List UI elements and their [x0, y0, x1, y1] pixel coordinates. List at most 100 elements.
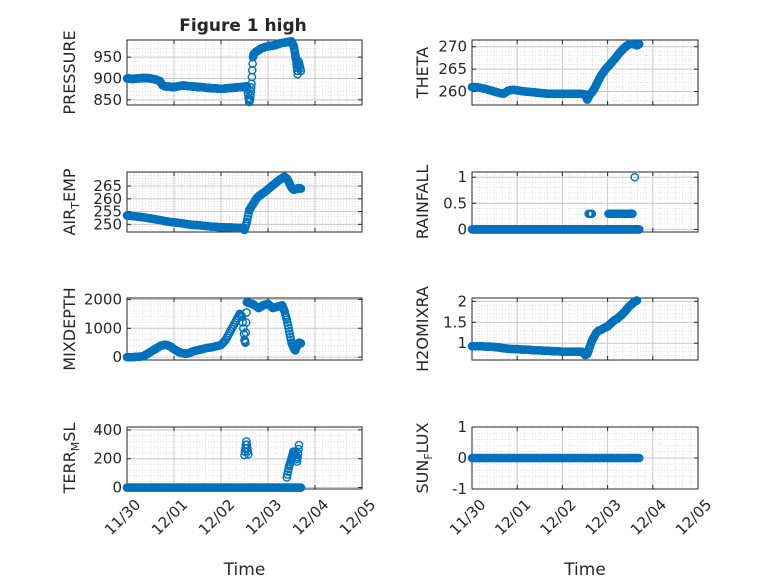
axes-box: [471, 297, 699, 361]
y-tick-label: 950: [93, 48, 122, 66]
y-tick-label: 1: [457, 168, 467, 186]
axes-box: [126, 39, 363, 106]
y-tick-label: 1.5: [443, 313, 467, 331]
scatter-series: [467, 172, 644, 234]
data-point-interp: [243, 446, 253, 456]
scatter-series: [122, 36, 306, 107]
data-point: [630, 172, 640, 182]
axes-box: [471, 39, 699, 106]
y-tick-label: 1000: [84, 319, 122, 337]
y-tick-label: 265: [93, 177, 122, 195]
data-point-interp: [241, 328, 251, 337]
x-tick-label: 12/01: [491, 496, 534, 539]
data-point-interp: [290, 48, 300, 58]
data-point: [294, 440, 304, 450]
subplot-bottom-right: -1 0 1 SUNFLUX 11/30 12/01 12/02 12/03 12/04 12/0…: [413, 418, 715, 580]
x-tick-label: 12/03: [242, 496, 285, 539]
data-point-interp: [224, 329, 234, 338]
data-point-interp: [240, 337, 250, 347]
x-tick-label: 12/03: [582, 496, 625, 539]
data-point-interp: [633, 453, 643, 463]
data-point-interp: [229, 320, 239, 329]
data-point-interp: [293, 449, 303, 458]
data-point-interp: [241, 219, 251, 229]
x-tick-label: 12/02: [536, 496, 579, 539]
y-tick-label: 1: [457, 418, 467, 436]
data-point-interp: [586, 209, 596, 219]
data-point-interp: [238, 318, 248, 327]
y-tick-label: 0.5: [443, 194, 467, 212]
data-point-interp: [288, 40, 298, 50]
x-axis-label: Time: [223, 560, 266, 580]
data-point-interp: [296, 338, 305, 348]
y-tick-label: 850: [93, 91, 122, 109]
y-tick-label: 2: [457, 292, 467, 310]
y-tick-label: 200: [93, 450, 122, 468]
figure-title: Figure 1 high: [179, 16, 307, 36]
scatter-series: [467, 39, 644, 104]
y-axis-label: H2OMIXRA: [413, 286, 432, 372]
data-point-interp: [251, 302, 261, 311]
y-tick-label: 255: [93, 203, 122, 221]
x-tick-label: 12/05: [336, 496, 379, 539]
data-point-interp: [294, 444, 303, 454]
subplot-second-right: 0 0.5 1 RAINFALL: [413, 165, 699, 240]
y-axis-label: THETA: [413, 47, 432, 99]
y-tick-label: 900: [93, 69, 122, 87]
subplot-third-right: 1 1.5 2 H2OMIXRA: [413, 286, 699, 372]
axes-box: [126, 297, 363, 361]
y-tick-label: 2000: [84, 290, 122, 308]
x-tick-label: 12/05: [672, 496, 715, 539]
x-tick-label: 12/04: [289, 496, 332, 539]
y-tick-label: 0: [457, 449, 467, 467]
data-point-interp: [634, 40, 643, 49]
x-tick-label: 11/30: [446, 496, 489, 539]
y-tick-label: 260: [438, 83, 467, 101]
data-point-interp: [286, 335, 296, 345]
scatter-series: [122, 172, 306, 235]
data-point-interp: [634, 225, 643, 234]
x-tick-label: 12/04: [627, 496, 670, 539]
x-axis-label: Time: [563, 560, 606, 580]
data-point-interp: [241, 318, 251, 327]
data-point-interp: [284, 323, 293, 333]
data-point-interp: [627, 209, 637, 219]
data-point-interp: [243, 443, 252, 453]
y-tick-label: 250: [93, 215, 122, 233]
data-point-interp: [217, 339, 227, 349]
subplot-third-left: 0 1000 2000 MIXDEPTH: [60, 287, 363, 371]
y-tick-label: -1: [452, 480, 467, 498]
scatter-series: [467, 453, 644, 463]
y-tick-label: 0: [112, 479, 122, 497]
y-axis-label: AIRTEMP: [60, 168, 82, 235]
data-point-interp: [241, 81, 251, 91]
y-axis-label: SUNFLUX: [413, 422, 435, 493]
subplot-top-right: 260 265 270 THETA: [413, 38, 699, 106]
y-axis-label: RAINFALL: [413, 165, 432, 240]
data-point-interp: [245, 95, 255, 105]
y-tick-label: 0: [112, 348, 122, 366]
scatter-series: [122, 298, 306, 362]
scatter-series: [467, 296, 642, 360]
subplot-top-left: 850 900 950 PRESSURE: [60, 30, 363, 115]
y-tick-label: 1: [457, 334, 467, 352]
data-point-interp: [246, 87, 256, 96]
y-axis-label: PRESSURE: [60, 30, 79, 114]
data-point-interp: [296, 64, 305, 73]
y-tick-label: 265: [438, 60, 467, 78]
y-tick-label: 270: [438, 38, 467, 56]
scatter-series: [122, 437, 306, 492]
data-point-interp: [246, 83, 256, 92]
x-tick-label: 12/02: [195, 496, 238, 539]
data-point-interp: [293, 453, 302, 462]
y-tick-label: 260: [93, 190, 122, 208]
y-axis-label: MIXDEPTH: [60, 287, 79, 370]
y-tick-label: 0: [457, 220, 467, 238]
y-axis-label: TERRMSL: [60, 423, 82, 495]
data-point-interp: [296, 184, 305, 193]
y-tick-label: 400: [93, 421, 122, 439]
